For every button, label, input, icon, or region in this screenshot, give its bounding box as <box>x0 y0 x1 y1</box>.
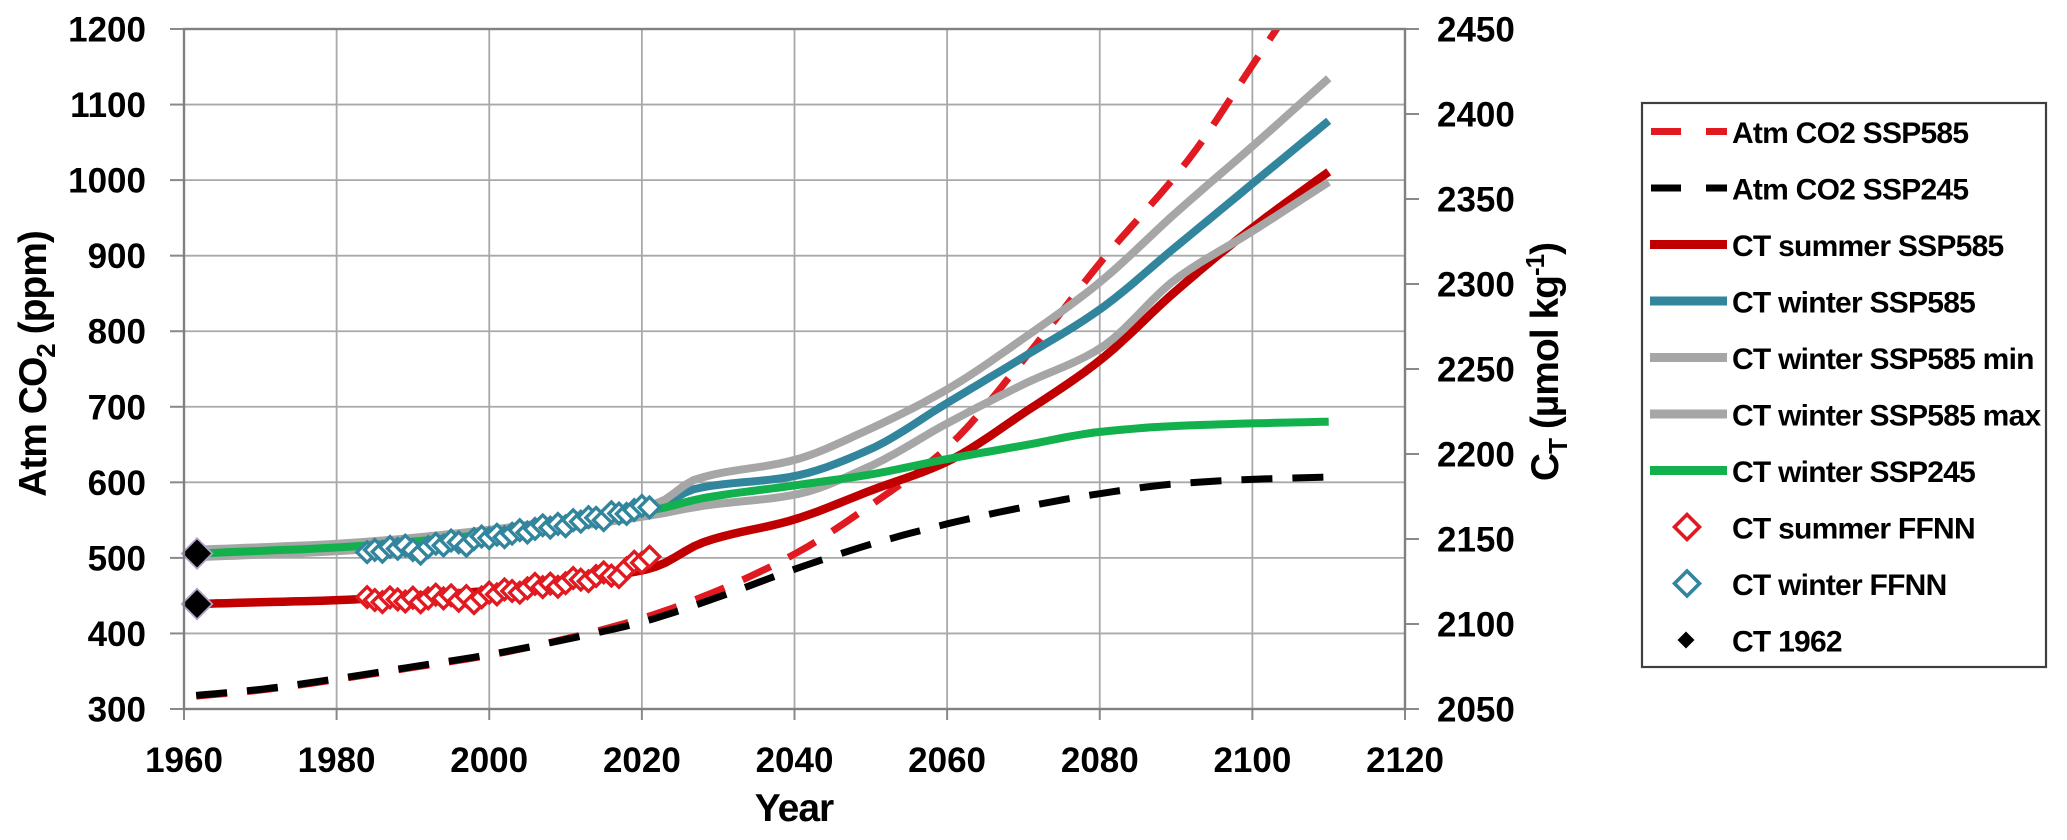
svg-text:800: 800 <box>88 313 146 352</box>
svg-text:500: 500 <box>88 539 146 578</box>
svg-text:1980: 1980 <box>298 741 376 780</box>
svg-text:2250: 2250 <box>1437 351 1515 390</box>
svg-text:2120: 2120 <box>1366 741 1444 780</box>
svg-text:400: 400 <box>88 615 146 654</box>
svg-text:1960: 1960 <box>145 741 223 780</box>
svg-text:2100: 2100 <box>1213 741 1291 780</box>
svg-text:300: 300 <box>88 691 146 730</box>
svg-text:2300: 2300 <box>1437 266 1515 305</box>
svg-text:Atm CO2 SSP585: Atm CO2 SSP585 <box>1732 117 1968 150</box>
svg-text:1100: 1100 <box>70 86 146 125</box>
svg-text:2000: 2000 <box>450 741 528 780</box>
svg-text:Year: Year <box>755 787 834 830</box>
svg-text:2060: 2060 <box>908 741 986 780</box>
svg-text:2080: 2080 <box>1061 741 1139 780</box>
svg-text:2100: 2100 <box>1437 606 1515 645</box>
svg-text:CT winter SSP585: CT winter SSP585 <box>1732 287 1975 320</box>
svg-text:CT winter FFNN: CT winter FFNN <box>1732 569 1947 602</box>
svg-text:2450: 2450 <box>1437 11 1515 50</box>
svg-text:CT summer SSP585: CT summer SSP585 <box>1732 230 2004 263</box>
svg-text:CT winter SSP585 max: CT winter SSP585 max <box>1732 400 2042 433</box>
svg-text:1000: 1000 <box>68 162 146 201</box>
svg-text:2050: 2050 <box>1437 691 1515 730</box>
svg-text:1200: 1200 <box>68 11 146 50</box>
svg-text:900: 900 <box>88 237 146 276</box>
svg-text:2200: 2200 <box>1437 436 1515 475</box>
svg-text:Atm CO2 SSP245: Atm CO2 SSP245 <box>1732 174 1968 207</box>
svg-text:CT winter SSP585 min: CT winter SSP585 min <box>1732 343 2034 376</box>
svg-text:CT 1962: CT 1962 <box>1732 626 1842 659</box>
svg-text:CT summer FFNN: CT summer FFNN <box>1732 513 1975 546</box>
svg-text:Atm CO2 (ppm): Atm CO2 (ppm) <box>12 231 61 497</box>
svg-text:2150: 2150 <box>1437 521 1515 560</box>
svg-text:2040: 2040 <box>756 741 834 780</box>
svg-text:600: 600 <box>88 464 146 503</box>
svg-text:2400: 2400 <box>1437 96 1515 135</box>
svg-text:2020: 2020 <box>603 741 681 780</box>
svg-text:CT winter SSP245: CT winter SSP245 <box>1732 456 1975 489</box>
svg-text:700: 700 <box>88 388 146 427</box>
svg-text:2350: 2350 <box>1437 181 1515 220</box>
